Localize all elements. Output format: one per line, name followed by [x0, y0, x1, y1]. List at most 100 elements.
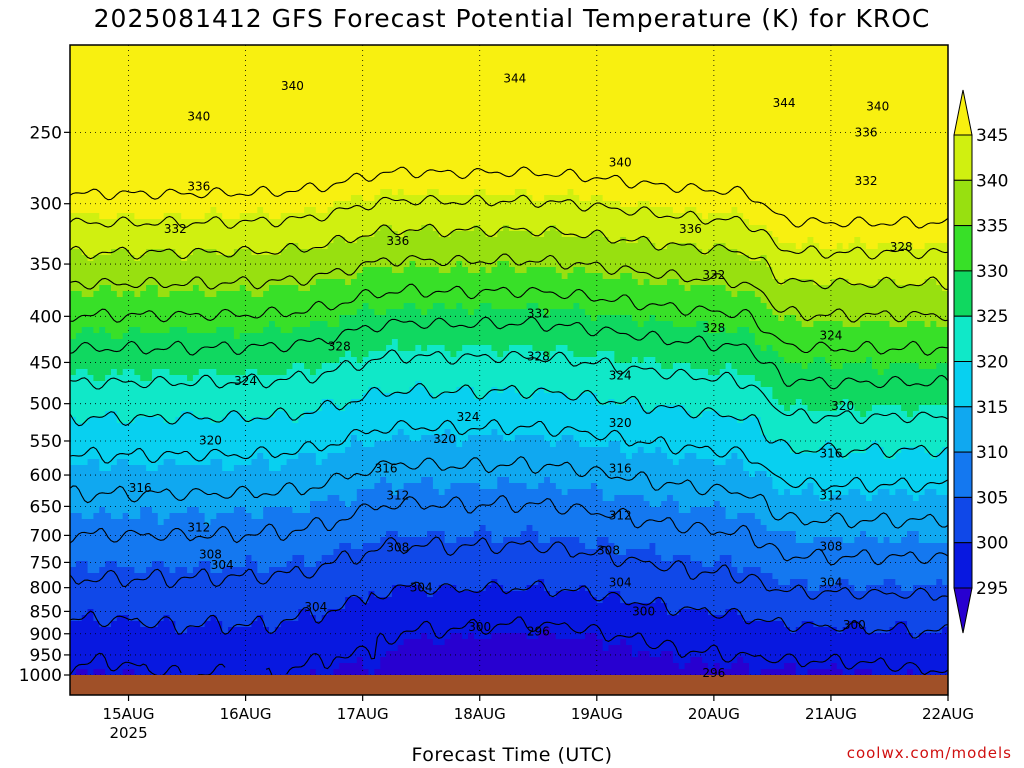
- field-cell: [936, 99, 943, 106]
- field-cell: [678, 123, 686, 130]
- field-cell: [684, 237, 692, 244]
- field-cell: [860, 123, 867, 130]
- field-cell: [585, 123, 592, 130]
- field-cell: [403, 141, 411, 148]
- field-cell: [485, 45, 493, 52]
- field-cell: [321, 93, 329, 100]
- field-cell: [350, 177, 358, 184]
- field-cell: [766, 147, 773, 154]
- field-cell: [748, 81, 756, 88]
- field-cell: [280, 51, 288, 58]
- field-cell: [257, 183, 264, 190]
- field-cell: [350, 189, 358, 196]
- field-cell: [649, 99, 656, 106]
- field-cell: [549, 69, 557, 76]
- field-cell: [438, 87, 446, 94]
- field-cell: [257, 189, 264, 196]
- field-cell: [81, 183, 89, 190]
- field-cell: [110, 57, 118, 64]
- field-cell: [468, 183, 475, 190]
- field-cell: [912, 225, 920, 232]
- field-cell: [151, 141, 159, 148]
- field-cell: [128, 87, 135, 94]
- field-cell: [901, 219, 908, 226]
- field-cell: [110, 69, 118, 76]
- field-cell: [719, 75, 727, 82]
- field-cell: [169, 87, 176, 94]
- field-cell: [520, 159, 528, 166]
- field-cell: [842, 153, 850, 160]
- field-cell: [286, 141, 294, 148]
- field-cell: [573, 237, 580, 244]
- field-cell: [778, 45, 785, 52]
- field-cell: [918, 165, 926, 172]
- field-cell: [924, 93, 932, 100]
- field-cell: [807, 117, 814, 124]
- field-cell: [930, 129, 937, 136]
- field-cell: [883, 177, 891, 184]
- field-cell: [409, 189, 416, 196]
- field-cell: [263, 153, 270, 160]
- field-cell: [198, 213, 206, 220]
- field-cell: [602, 75, 610, 82]
- field-cell: [567, 177, 574, 184]
- field-cell: [321, 123, 329, 130]
- field-cell: [169, 57, 176, 64]
- field-cell: [93, 147, 100, 154]
- field-cell: [772, 111, 779, 118]
- field-cell: [737, 165, 744, 172]
- field-cell: [573, 213, 580, 220]
- field-cell: [509, 111, 516, 118]
- field-cell: [789, 123, 797, 130]
- field-cell: [854, 225, 861, 232]
- field-cell: [579, 237, 586, 244]
- field-cell: [462, 135, 469, 142]
- field-cell: [192, 177, 200, 184]
- field-cell: [415, 57, 422, 64]
- field-cell: [509, 81, 516, 88]
- field-cell: [251, 159, 258, 166]
- field-cell: [830, 87, 838, 94]
- field-cell: [702, 117, 709, 124]
- field-cell: [280, 141, 288, 148]
- field-cell: [760, 141, 768, 148]
- field-cell: [298, 81, 305, 88]
- field-cell: [450, 183, 457, 190]
- field-cell: [725, 87, 733, 94]
- field-cell: [901, 177, 908, 184]
- field-cell: [339, 51, 346, 58]
- field-cell: [427, 93, 434, 100]
- field-cell: [362, 45, 370, 52]
- field-cell: [672, 123, 680, 130]
- field-cell: [514, 123, 522, 130]
- field-cell: [432, 153, 440, 160]
- field-cell: [99, 117, 106, 124]
- field-cell: [321, 177, 329, 184]
- field-cell: [110, 45, 118, 52]
- field-cell: [514, 45, 522, 52]
- field-cell: [105, 99, 112, 106]
- field-cell: [99, 213, 106, 220]
- field-cell: [263, 189, 270, 196]
- field-cell: [210, 183, 217, 190]
- field-cell: [784, 111, 791, 118]
- field-cell: [345, 159, 352, 166]
- field-cell: [866, 177, 873, 184]
- field-cell: [526, 171, 534, 178]
- field-cell: [497, 51, 504, 58]
- field-cell: [626, 171, 633, 178]
- field-cell: [157, 237, 165, 244]
- field-cell: [889, 87, 896, 94]
- field-cell: [549, 219, 557, 226]
- field-cell: [672, 129, 680, 136]
- field-cell: [204, 93, 212, 100]
- field-cell: [438, 201, 446, 208]
- field-cell: [725, 99, 733, 106]
- field-cell: [298, 165, 305, 172]
- field-cell: [151, 165, 159, 172]
- field-cell: [456, 99, 463, 106]
- field-cell: [907, 51, 914, 58]
- field-cell: [368, 201, 375, 208]
- field-cell: [620, 231, 627, 238]
- field-cell: [239, 189, 247, 196]
